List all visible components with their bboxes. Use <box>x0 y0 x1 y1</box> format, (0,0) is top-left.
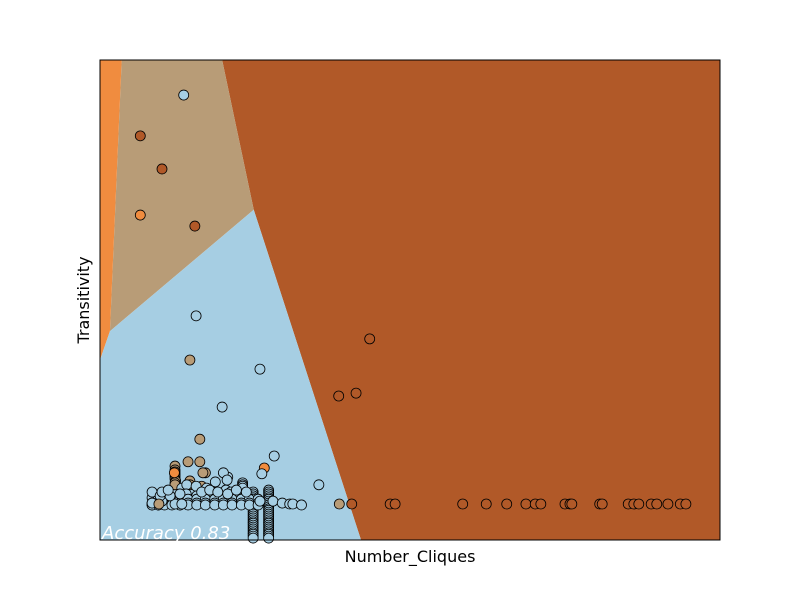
data-point <box>680 498 692 510</box>
data-point <box>313 479 325 491</box>
region-c1 <box>109 60 254 332</box>
data-point <box>633 498 645 510</box>
region-c3 <box>222 60 720 540</box>
data-point <box>662 498 674 510</box>
data-point <box>254 363 266 375</box>
data-point <box>194 456 206 468</box>
x-axis-label: Number_Cliques <box>345 547 476 567</box>
data-point <box>480 498 492 510</box>
data-point <box>596 498 608 510</box>
data-point <box>230 484 242 496</box>
data-point <box>134 130 146 142</box>
data-point <box>212 486 224 498</box>
data-point <box>199 499 211 511</box>
decision-regions <box>100 60 720 540</box>
data-point <box>181 479 193 491</box>
data-point <box>226 499 238 511</box>
region-c0 <box>100 60 122 360</box>
data-point <box>364 333 376 345</box>
data-point <box>333 390 345 402</box>
data-point <box>240 486 252 498</box>
data-point <box>296 499 307 511</box>
accuracy-annotation: Accuracy 0.83 <box>101 523 230 544</box>
data-point <box>190 310 202 322</box>
data-point <box>268 450 280 462</box>
data-point <box>267 495 279 507</box>
data-point <box>221 474 233 486</box>
data-point <box>247 532 259 544</box>
y-axis-label: Transitivity <box>74 256 93 344</box>
data-point <box>333 498 345 510</box>
data-point <box>501 498 513 510</box>
data-point <box>197 467 209 479</box>
data-point <box>162 484 174 496</box>
data-point <box>174 488 186 500</box>
data-point <box>194 433 206 445</box>
data-point <box>184 354 196 366</box>
data-point <box>520 498 532 510</box>
data-point <box>134 209 146 221</box>
data-point <box>156 163 168 175</box>
data-point <box>457 498 469 510</box>
data-point <box>189 220 201 232</box>
data-point <box>346 498 358 510</box>
data-point <box>389 498 401 510</box>
data-point <box>209 476 221 488</box>
data-point <box>535 498 547 510</box>
data-point <box>350 387 362 399</box>
data-point <box>176 498 188 510</box>
data-point <box>178 89 190 101</box>
data-point <box>254 495 266 507</box>
data-point <box>182 456 194 468</box>
data-point <box>263 532 275 544</box>
plot-frame <box>99 59 721 541</box>
region-c2 <box>100 209 362 540</box>
data-point <box>566 498 578 510</box>
data-point <box>168 467 180 479</box>
data-point <box>651 498 663 510</box>
data-points <box>134 89 692 544</box>
data-point <box>256 468 268 480</box>
data-point <box>153 498 165 510</box>
data-point <box>216 401 228 413</box>
